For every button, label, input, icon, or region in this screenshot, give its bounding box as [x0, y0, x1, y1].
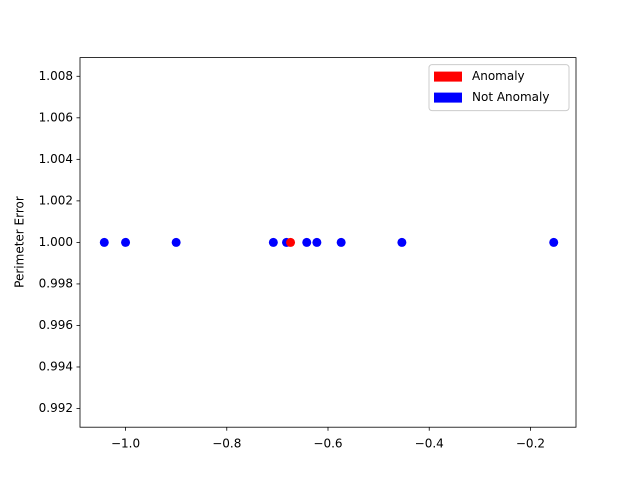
x-tick-label: −0.6: [313, 437, 342, 451]
point: [397, 237, 407, 247]
point: [312, 237, 322, 247]
point: [99, 237, 109, 247]
y-tick-label: 1.006: [39, 110, 73, 124]
point: [121, 237, 131, 247]
x-tick-label: −0.4: [415, 437, 444, 451]
y-tick-label: 0.996: [39, 318, 73, 332]
point: [549, 237, 559, 247]
legend-box: [428, 64, 570, 112]
y-tick-label: 0.994: [39, 359, 73, 373]
legend-swatch: [434, 92, 462, 103]
x-tick-label: −0.8: [212, 437, 241, 451]
legend-label: Not Anomaly: [472, 90, 549, 104]
x-tick-label: −1.0: [111, 437, 140, 451]
plot-frame: [79, 57, 577, 428]
point: [286, 237, 296, 247]
point: [171, 237, 181, 247]
y-tick-label: 1.000: [39, 235, 73, 249]
y-axis-label: Perimeter Error: [13, 196, 27, 288]
y-tick-label: 0.998: [39, 276, 73, 290]
y-tick-label: 1.008: [39, 69, 73, 83]
y-tick-label: 1.002: [39, 193, 73, 207]
point: [336, 237, 346, 247]
legend-swatch: [434, 71, 462, 82]
point: [302, 237, 312, 247]
legend-label: Anomaly: [472, 69, 525, 83]
point: [268, 237, 278, 247]
y-tick-label: 0.992: [39, 401, 73, 415]
x-tick-label: −0.2: [516, 437, 545, 451]
y-tick-label: 1.004: [39, 152, 73, 166]
